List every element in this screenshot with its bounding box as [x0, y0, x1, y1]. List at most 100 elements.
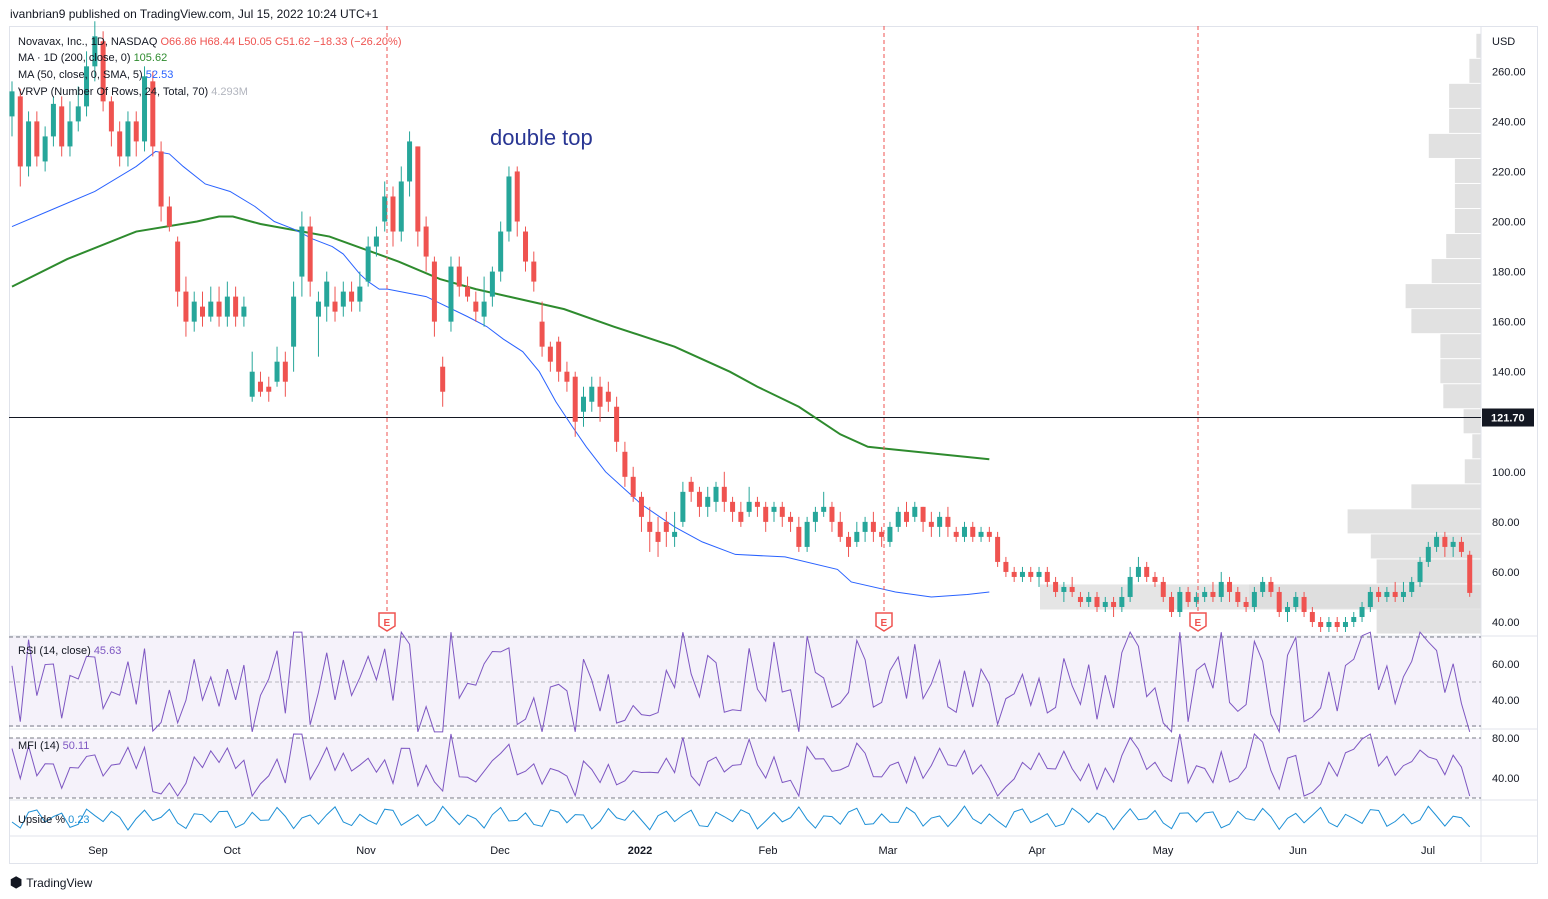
candle-body	[332, 301, 338, 312]
volume-profile-bar	[1347, 509, 1481, 534]
candle-body	[456, 266, 462, 287]
price-tick-label: 220.00	[1492, 166, 1526, 178]
candle-body	[1442, 536, 1448, 547]
oscillators	[9, 630, 1481, 831]
candle-body	[1185, 591, 1191, 602]
candle-body	[158, 151, 164, 207]
earnings-marker	[875, 612, 893, 632]
ma50-line	[11, 150, 990, 598]
time-axis-label: Nov	[356, 845, 376, 857]
symbol-name: Novavax, Inc., 1D, NASDAQ	[18, 36, 158, 48]
volume-profile-bar	[1428, 133, 1481, 158]
candle-body	[349, 291, 355, 302]
candle-body	[547, 346, 553, 362]
candle-body	[382, 196, 388, 222]
candle-body	[1392, 591, 1398, 597]
volume-profile-bar	[1405, 284, 1481, 309]
earnings-marker	[378, 612, 396, 632]
candle-body	[862, 521, 868, 532]
volume-profile-bar	[1464, 459, 1481, 484]
volume-profile-bar	[1472, 434, 1481, 459]
earnings-marker-label: E	[881, 618, 888, 629]
candle-body	[1102, 601, 1108, 607]
candle-body	[663, 521, 669, 532]
candle-body	[473, 301, 479, 312]
candle-body	[26, 121, 32, 167]
price-tick-label: 80.00	[1492, 517, 1520, 529]
ma200-legend[interactable]: MA · 1D (200, close, 0) 105.62	[18, 52, 167, 64]
candle-body	[415, 146, 421, 232]
candle-body	[481, 301, 487, 317]
candle-body	[796, 526, 802, 547]
ma200-value: 105.62	[133, 52, 168, 64]
candle-body	[1409, 581, 1415, 592]
candle-body	[1434, 536, 1440, 547]
ma50-value: 52.53	[145, 69, 174, 81]
rsi-tick-label: 60.00	[1492, 659, 1520, 671]
volume-profile-bar	[1454, 158, 1481, 183]
rsi-legend[interactable]: RSI (14, close) 45.63	[18, 645, 121, 657]
candle-body	[365, 246, 371, 282]
mfi-band	[9, 738, 1481, 798]
candle-body	[1019, 571, 1025, 577]
candle-body	[1193, 596, 1199, 602]
candle-body	[92, 36, 98, 67]
time-axis-label: Jun	[1289, 845, 1307, 857]
candle-body	[1293, 596, 1299, 607]
ma200-path	[11, 215, 990, 461]
candle-body	[854, 531, 860, 542]
axes-labels: 260.00 240.00 220.00 200.00 180.00 160.00 140.…	[88, 66, 1534, 857]
rsi-line	[11, 630, 1471, 734]
candle-body	[812, 511, 818, 522]
candle-body	[1260, 581, 1266, 592]
upside-legend[interactable]: Upside % 0.23	[18, 814, 90, 826]
mfi-legend[interactable]: MFI (14) 50.11	[18, 740, 89, 752]
candle-body	[539, 321, 545, 347]
candle-body	[713, 486, 719, 502]
candle-body	[108, 101, 114, 132]
candle-body	[829, 506, 835, 522]
time-axis-label: May	[1153, 845, 1174, 857]
volume-profile-bar	[1440, 334, 1481, 359]
candle-body	[431, 261, 437, 322]
candle-body	[340, 291, 346, 307]
vrvp-legend[interactable]: VRVP (Number Of Rows, 24, Total, 70) 4.2…	[18, 86, 248, 98]
candle-body	[763, 506, 769, 522]
candle-body	[638, 496, 644, 517]
candle-body	[233, 296, 239, 317]
candle-body	[730, 501, 736, 512]
candle-body	[324, 281, 330, 307]
candle-body	[315, 301, 321, 317]
candle-body	[1169, 596, 1175, 612]
candle-body	[1425, 546, 1431, 562]
earnings-marker-label: E	[1195, 618, 1202, 629]
volume-profile-bar	[1454, 183, 1481, 209]
tradingview-footer[interactable]: ⬢ TradingView	[10, 874, 92, 891]
candle-body	[42, 136, 48, 162]
candle-body	[1210, 591, 1216, 597]
candle-body	[67, 121, 73, 147]
candle-body	[1069, 586, 1075, 592]
candle-body	[1301, 596, 1307, 612]
candle-body	[1467, 554, 1473, 593]
candle-body	[1243, 601, 1249, 607]
candle-body	[754, 501, 760, 507]
price-tick-label: 180.00	[1492, 267, 1526, 279]
candle-body	[423, 226, 429, 257]
price-level-label: 121.70	[1491, 413, 1525, 425]
candle-body	[257, 381, 263, 392]
candle-body	[928, 521, 934, 527]
candle-body	[995, 536, 1001, 562]
rsi-tick-label: 40.00	[1492, 695, 1520, 707]
vrvp-label: VRVP (Number Of Rows, 24, Total, 70)	[18, 86, 209, 98]
candle-body	[191, 301, 197, 322]
ohlc-change: −18.33 (−26.20%)	[313, 36, 402, 48]
candle-body	[133, 121, 139, 142]
candle-body	[282, 361, 288, 382]
candle-body	[1227, 581, 1233, 592]
ma50-legend[interactable]: MA (50, close, 0, SMA, 5) 52.53	[18, 69, 173, 81]
candle-body	[1384, 591, 1390, 597]
candle-body	[1251, 591, 1257, 607]
double-top-annotation: double top	[490, 125, 593, 150]
